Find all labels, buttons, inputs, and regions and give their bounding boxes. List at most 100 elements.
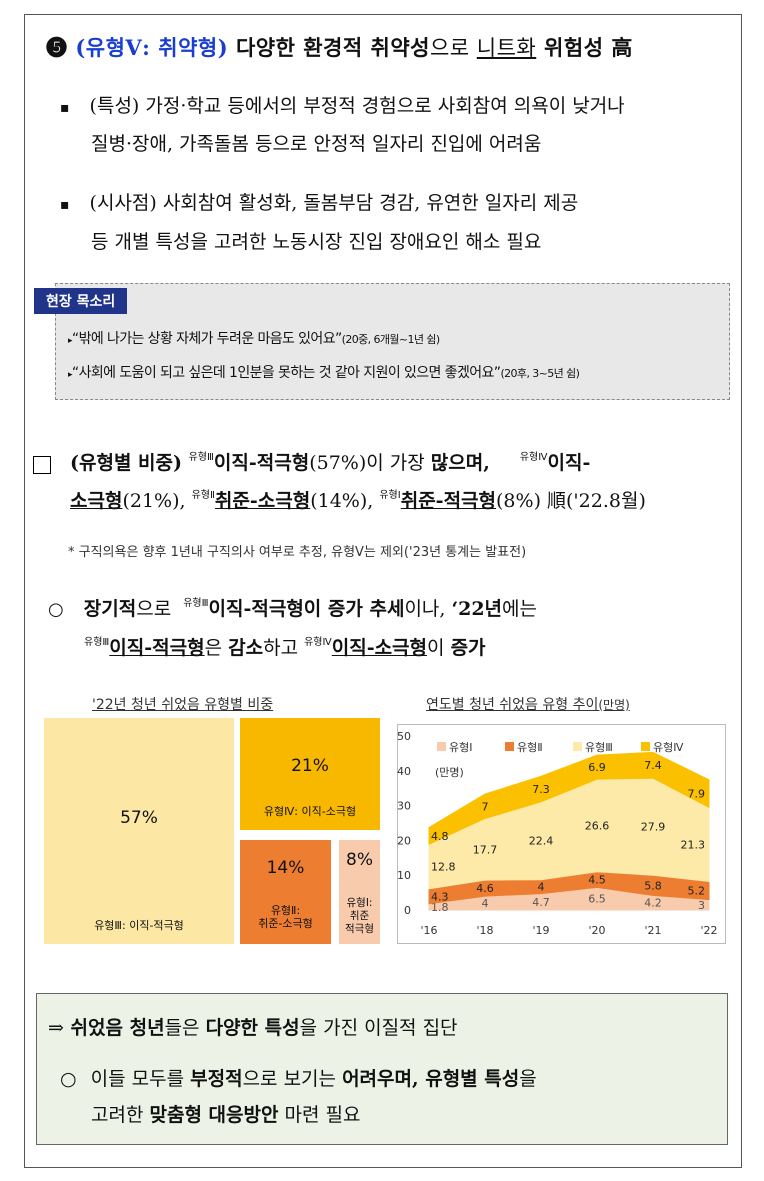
treemap-tile-type3: 57% 유형Ⅲ: 이직-적극형 xyxy=(44,718,234,944)
bullet-marker: ▪ xyxy=(60,197,70,213)
page-frame xyxy=(24,14,742,1168)
trend-a: 장기적 xyxy=(83,598,137,620)
heading-part-d: 위험성 高 xyxy=(536,35,633,60)
legend-label: 유형Ⅰ xyxy=(449,741,472,754)
ratio-line-2: 소극형(21%), 유형Ⅱ취준-소극형(14%), 유형Ⅰ취준-적극형(8%) … xyxy=(70,486,646,513)
concl-c: 다양한 특성 xyxy=(205,1017,300,1039)
type-label: (유형Ⅴ: 취약형) xyxy=(75,35,229,60)
checkbox-square xyxy=(33,456,51,474)
bullet-1-line2: 질병·장애, 가족돌봄 등으로 안정적 일자리 진입에 어려움 xyxy=(91,133,542,155)
tag-type3: 유형Ⅲ xyxy=(84,637,110,648)
concl-e: 이들 모두를 xyxy=(84,1068,191,1090)
tag-type4: 유형Ⅳ xyxy=(304,637,332,648)
trend-m: 증가 xyxy=(450,637,486,659)
arrow-icon: ⇒ xyxy=(48,1017,64,1039)
treemap-tile-type2: 14% 유형Ⅱ: 취준-소극형 xyxy=(240,840,331,944)
field-voice-title: 현장 목소리 xyxy=(34,288,128,314)
concl-b: 들은 xyxy=(164,1017,206,1039)
ratio-line-1: (유형별 비중) 유형Ⅲ이직-적극형(57%)이 가장 많으며, 유형Ⅳ이직- xyxy=(70,448,590,475)
trend-g: 이직-적극형 xyxy=(109,637,205,659)
tag-type3: 유형Ⅲ xyxy=(183,598,209,609)
conclusion-line-3: 고려한 맞춤형 대응방안 마련 필요 xyxy=(91,1100,360,1127)
bullet-2-line2: 등 개별 특성을 고려한 노동시장 진입 장애요인 해소 필요 xyxy=(91,231,542,253)
tag-type4: 유형Ⅳ xyxy=(519,452,548,463)
legend-swatch xyxy=(641,742,650,751)
voice-quote-1: ▸“밖에 나가는 상황 자체가 두려운 마음도 있어요”(20중, 6개월~1년… xyxy=(68,331,440,347)
ratio-c: (57%)이 가장 xyxy=(309,452,431,474)
treemap-title: '22년 청년 쉬었음 유형별 비중 xyxy=(92,697,274,713)
unit-label: (만명) xyxy=(435,766,464,779)
footnote: * 구직의욕은 향후 1년내 구직의사 여부로 추정, 유형Ⅴ는 제외('23년… xyxy=(68,545,527,560)
y-tick-label: 0 xyxy=(404,904,411,917)
area-title-unit: (만명) xyxy=(598,698,630,712)
field-voice-box xyxy=(55,283,730,400)
data-label: 5.2 xyxy=(688,885,706,898)
ratio-a: (유형별 비중) xyxy=(70,452,189,474)
ratio-d: 많으며, xyxy=(430,452,490,474)
bullet-2-line1: (시사점) 사회참여 활성화, 돌봄부담 경감, 유연한 일자리 제공 xyxy=(89,192,579,214)
data-label: 7.4 xyxy=(644,759,662,772)
concl-h: 어려우며, 유형별 특성 xyxy=(342,1068,520,1090)
concl-a: 쉬었음 청년 xyxy=(63,1017,165,1039)
trend-line-1: ○ 장기적으로 유형Ⅲ이직-적극형이 증가 추세이나, ‘22년에는 xyxy=(48,594,537,621)
x-tick-label: '16 xyxy=(420,924,437,937)
concl-d: 을 가진 이질적 집단 xyxy=(299,1017,458,1039)
x-tick-label: '22 xyxy=(700,924,717,937)
data-label: 22.4 xyxy=(529,835,554,848)
voice-quote-2: ▸“사회에 도움이 되고 싶은데 1인분을 못하는 것 같아 지원이 있으면 좋… xyxy=(68,365,580,381)
heading-part-c: 니트화 xyxy=(476,36,537,60)
data-label: 7 xyxy=(482,800,489,813)
treemap-tile-type4: 21% 유형Ⅳ: 이직-소극형 xyxy=(240,718,380,830)
tile-label: 유형Ⅰ: 취준 적극형 xyxy=(345,897,374,935)
ratio-k: (8%) 順('22.8월) xyxy=(496,490,646,512)
data-label: 6.9 xyxy=(588,761,606,774)
y-tick-label: 40 xyxy=(397,765,411,778)
x-tick-label: '18 xyxy=(476,924,493,937)
tile-pct: 21% xyxy=(291,756,329,776)
circle-marker: ○ xyxy=(48,599,64,620)
ratio-e: 이직- xyxy=(547,452,591,474)
data-label: 6.5 xyxy=(588,893,606,906)
data-label: 7.9 xyxy=(688,788,706,801)
voice-quote-2-text: “사회에 도움이 되고 싶은데 1인분을 못하는 것 같아 지원이 있으면 좋겠… xyxy=(71,365,501,381)
y-tick-label: 20 xyxy=(397,834,411,847)
treemap-tile-type1: 8% 유형Ⅰ: 취준 적극형 xyxy=(339,840,380,944)
data-label: 5.8 xyxy=(644,879,662,892)
y-tick-label: 10 xyxy=(397,869,411,882)
data-label: 4.2 xyxy=(644,897,662,910)
legend-label: 유형Ⅳ xyxy=(653,741,684,754)
legend-swatch xyxy=(573,742,582,751)
data-label: 4.7 xyxy=(532,896,550,909)
ratio-i: (14%), xyxy=(310,490,380,512)
voice-quote-1-meta: (20중, 6개월~1년 쉼) xyxy=(341,333,440,346)
trend-line-2: 유형Ⅲ이직-적극형은 감소하고 유형Ⅳ이직-소극형이 증가 xyxy=(84,633,486,660)
y-tick-label: 30 xyxy=(397,800,411,813)
bullet-1: ▪ (특성) 가정·학교 등에서의 부정적 경험으로 사회참여 의욕이 낮거나 xyxy=(60,86,625,128)
concl-g: 으로 보기는 xyxy=(242,1068,343,1090)
data-label: 17.7 xyxy=(473,843,498,856)
area-title-text: 연도별 청년 쉬었음 유형 추이 xyxy=(426,697,599,713)
conclusion-line-2: ○ 이들 모두를 부정적으로 보기는 어려우며, 유형별 특성을 xyxy=(60,1064,537,1091)
area-chart-title: 연도별 청년 쉬었음 유형 추이(만명) xyxy=(426,694,630,714)
conclusion-box xyxy=(36,993,728,1145)
concl-k: 맞춤형 대응방안 xyxy=(149,1104,279,1126)
trend-i: 감소 xyxy=(228,637,264,659)
data-label: 7.3 xyxy=(532,783,550,796)
trend-h: 은 xyxy=(204,637,229,659)
bullet-marker: ▪ xyxy=(60,100,70,116)
tag-type2: 유형Ⅱ xyxy=(191,490,215,501)
tile-label: 유형Ⅲ: 이직-적극형 xyxy=(94,919,184,932)
tag-type1: 유형Ⅰ xyxy=(379,490,401,501)
y-tick-label: 50 xyxy=(397,730,411,743)
trend-b: 으로 xyxy=(136,598,178,620)
heading-part-b: 으로 xyxy=(429,36,477,60)
trend-d: 이나, xyxy=(404,598,452,620)
conclusion-line-1: ⇒ 쉬었음 청년들은 다양한 특성을 가진 이질적 집단 xyxy=(48,1013,458,1040)
trend-e: ‘22년 xyxy=(451,598,503,620)
section-number: ❺ xyxy=(46,35,68,60)
concl-l: 마련 필요 xyxy=(278,1104,361,1126)
area-series-4 xyxy=(428,751,710,846)
concl-f: 부정적 xyxy=(190,1068,243,1090)
ratio-g: (21%), xyxy=(122,490,192,512)
section-heading: ❺ (유형Ⅴ: 취약형) 다양한 환경적 취약성으로 니트화 위험성 高 xyxy=(46,32,633,62)
